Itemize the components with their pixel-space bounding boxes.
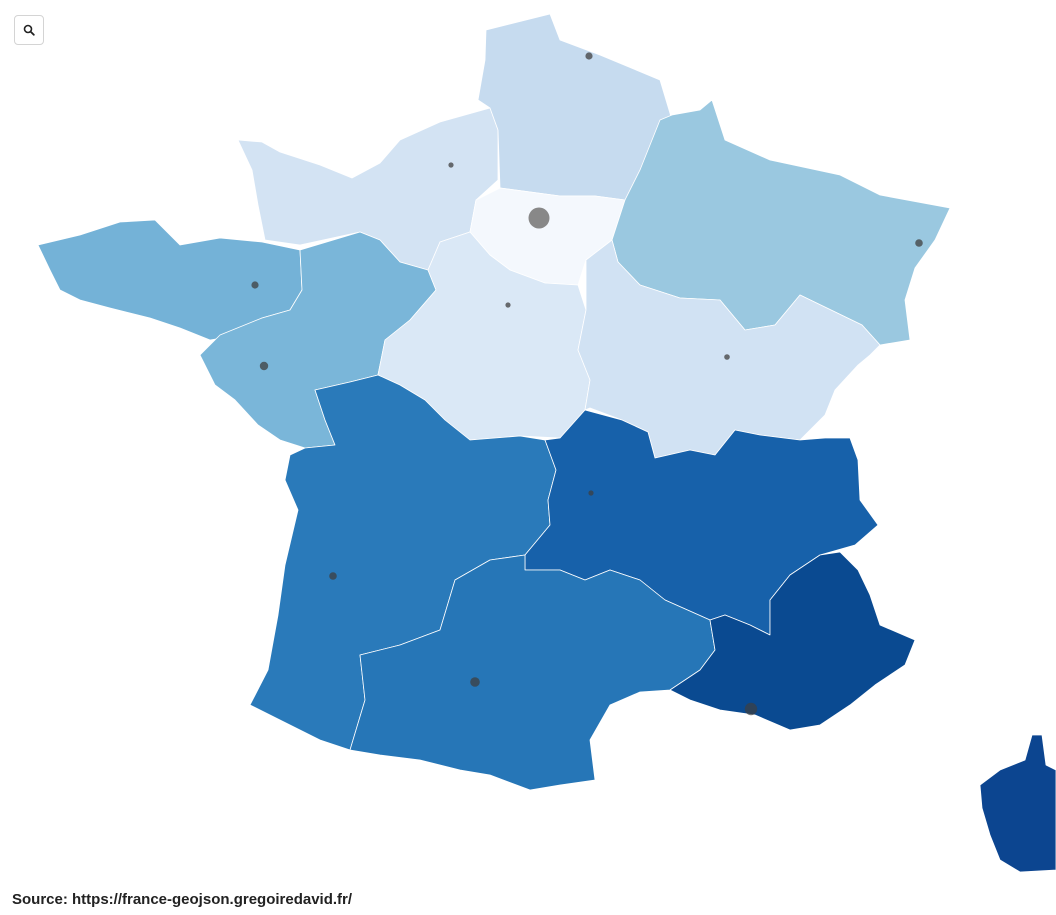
search-icon xyxy=(23,24,35,36)
marker-bretagne[interactable] xyxy=(251,281,259,289)
region-corse[interactable] xyxy=(979,734,1056,873)
marker-grand-est[interactable] xyxy=(915,239,923,247)
source-credit: Source: https://france-geojson.gregoired… xyxy=(12,891,353,908)
marker-centre-val-de-loire[interactable] xyxy=(505,302,511,308)
marker-pays-de-la-loire[interactable] xyxy=(259,361,269,371)
marker-normandie[interactable] xyxy=(448,162,454,168)
marker-nouvelle-aquitaine[interactable] xyxy=(329,572,337,580)
marker-hauts-de-france[interactable] xyxy=(585,52,593,60)
france-regions-map xyxy=(37,13,1056,873)
region-occitanie[interactable] xyxy=(349,554,716,791)
marker-occitanie[interactable] xyxy=(470,677,480,687)
region-bourgogne-franche-comte[interactable] xyxy=(577,239,881,459)
marker-provence-alpes-cote-dazur[interactable] xyxy=(744,702,758,716)
marker-ile-de-france[interactable] xyxy=(528,207,550,229)
marker-auvergne-rhone-alpes[interactable] xyxy=(588,490,594,496)
marker-bourgogne-franche-comte[interactable] xyxy=(724,354,730,360)
zoom-search-button[interactable] xyxy=(14,15,44,45)
region-provence-alpes-cote-dazur[interactable] xyxy=(669,551,916,731)
